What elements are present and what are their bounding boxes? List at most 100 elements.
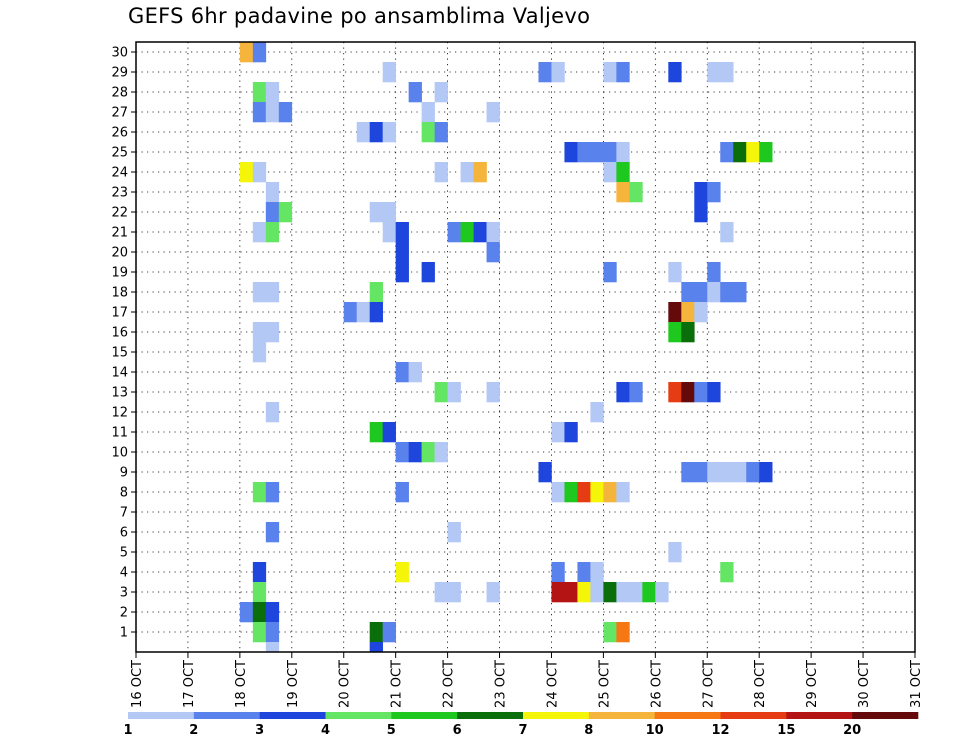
- data-cell: [538, 62, 552, 83]
- data-cell: [278, 102, 293, 123]
- data-cell: [707, 462, 721, 483]
- data-cell: [252, 222, 267, 243]
- data-cell: [486, 102, 500, 123]
- data-cell: [590, 482, 604, 503]
- data-cell: [395, 222, 409, 243]
- data-cell: [369, 202, 383, 223]
- data-cell: [694, 182, 708, 203]
- data-cell: [239, 162, 254, 183]
- y-tick-label: 13: [111, 386, 128, 401]
- plot-frame: [135, 41, 916, 653]
- y-tick-label: 17: [111, 306, 128, 321]
- data-cell: [265, 322, 280, 343]
- data-cell: [395, 362, 409, 383]
- data-cell: [733, 142, 747, 163]
- x-tick-label: 19 OCT: [286, 660, 301, 708]
- data-cell: [720, 142, 734, 163]
- data-cell: [356, 122, 370, 143]
- legend-swatch: [523, 712, 590, 719]
- data-cell: [343, 302, 358, 323]
- data-cell: [694, 462, 708, 483]
- data-cell: [733, 282, 747, 303]
- y-tick-label: 14: [111, 366, 128, 381]
- data-cell: [447, 222, 461, 243]
- x-axis-labels: 16 OCT 17 OCT 18 OCT 19 OCT 20 OCT 21 OCT 22 O…: [130, 660, 924, 708]
- y-tick-label: 19: [111, 266, 128, 281]
- legend-label: 20: [843, 723, 861, 738]
- data-cell: [486, 382, 500, 403]
- legend-swatch: [852, 712, 919, 719]
- data-cell: [434, 442, 448, 463]
- legend-label: 8: [584, 723, 593, 738]
- data-cell: [616, 142, 630, 163]
- y-axis-labels: 1234567891011121314151617181920212223242…: [111, 46, 128, 641]
- legend-label: 5: [387, 723, 396, 738]
- data-cell: [616, 382, 630, 403]
- data-cell: [265, 602, 280, 623]
- data-cell: [720, 222, 734, 243]
- x-tick-label: 25 OCT: [597, 660, 612, 708]
- data-cell: [252, 102, 267, 123]
- data-cell: [486, 242, 500, 263]
- y-tick-label: 22: [111, 206, 128, 221]
- data-cell: [252, 342, 267, 363]
- x-tick-label: 20 OCT: [338, 660, 353, 708]
- legend-label: 15: [777, 723, 795, 738]
- data-cell: [681, 282, 695, 303]
- data-cell: [668, 322, 682, 343]
- data-cell: [434, 122, 448, 143]
- data-cell: [473, 162, 487, 183]
- data-cell: [707, 282, 721, 303]
- y-tick-label: 24: [111, 166, 128, 181]
- data-cell: [369, 122, 383, 143]
- data-cell: [369, 422, 383, 443]
- data-cell: [616, 582, 630, 603]
- data-cell: [265, 82, 280, 103]
- y-tick-label: 8: [120, 486, 128, 501]
- data-cell: [564, 582, 578, 603]
- data-cell: [447, 582, 461, 603]
- data-cell: [408, 442, 422, 463]
- x-tick-label: 28 OCT: [753, 660, 768, 708]
- data-cell: [265, 642, 280, 653]
- data-cell: [681, 322, 695, 343]
- legend-label: 4: [321, 723, 330, 738]
- data-cell: [395, 562, 409, 583]
- data-cell: [538, 462, 552, 483]
- data-cell: [551, 62, 565, 83]
- data-cell: [265, 622, 280, 643]
- data-cell: [252, 162, 267, 183]
- data-cell: [707, 62, 721, 83]
- data-cell: [551, 582, 565, 603]
- data-cell: [434, 382, 448, 403]
- legend-swatch: [193, 712, 260, 719]
- y-tick-label: 7: [120, 506, 128, 521]
- data-cell: [395, 262, 409, 283]
- data-cell: [681, 302, 695, 323]
- y-tick-label: 20: [111, 246, 128, 261]
- data-cell: [551, 482, 565, 503]
- data-cell: [369, 642, 383, 653]
- data-cell: [746, 462, 760, 483]
- data-cell: [577, 142, 591, 163]
- x-tick-label: 18 OCT: [234, 660, 249, 708]
- data-cell: [395, 482, 409, 503]
- data-cell: [252, 562, 267, 583]
- y-tick-label: 18: [111, 286, 128, 301]
- data-cell: [746, 142, 760, 163]
- y-tick-label: 27: [111, 106, 128, 121]
- x-tick-label: 22 OCT: [442, 660, 457, 708]
- x-tick-label: 26 OCT: [649, 660, 664, 708]
- y-tick-label: 29: [111, 66, 128, 81]
- data-cell: [629, 582, 643, 603]
- data-cell: [408, 82, 422, 103]
- data-cell: [577, 482, 591, 503]
- data-cell: [668, 382, 682, 403]
- data-cell: [629, 382, 643, 403]
- data-cell: [265, 182, 280, 203]
- data-cell: [486, 222, 500, 243]
- legend-swatch: [720, 712, 787, 719]
- data-cell: [616, 622, 630, 643]
- grid-lines: [136, 42, 915, 652]
- y-tick-label: 23: [111, 186, 128, 201]
